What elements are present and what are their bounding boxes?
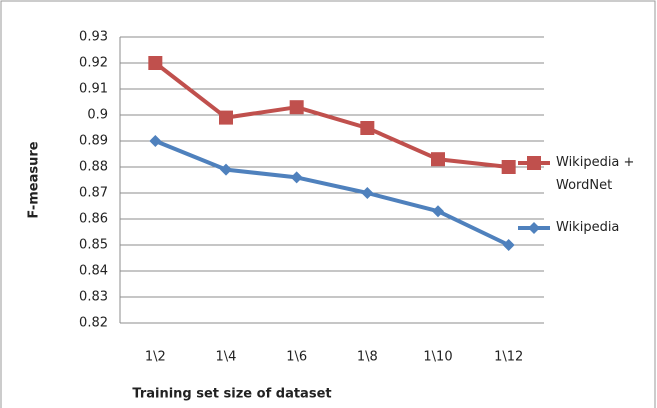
- marker: [502, 239, 515, 251]
- x-axis-label: Training set size of dataset: [132, 387, 331, 402]
- marker: [219, 110, 233, 125]
- marker: [431, 152, 445, 167]
- y-tick-label: 0.86: [79, 212, 108, 227]
- x-tick-label: 1\6: [286, 350, 307, 365]
- marker: [220, 163, 232, 176]
- y-tick-label: 0.84: [79, 264, 108, 279]
- y-tick-label: 0.88: [79, 160, 108, 175]
- x-tick-label: 1\10: [423, 350, 452, 365]
- legend-label: Wikipedia + WordNet: [556, 155, 635, 193]
- marker: [290, 171, 303, 184]
- y-tick-label: 0.85: [79, 238, 108, 253]
- y-tick-label: 0.89: [79, 134, 108, 149]
- legend-marker: [527, 156, 541, 170]
- legend-marker: [528, 222, 540, 234]
- x-tick-label: 1\2: [145, 350, 166, 365]
- x-tick-label: 1\4: [216, 350, 237, 365]
- marker: [432, 205, 444, 218]
- marker: [148, 56, 163, 70]
- y-axis-label: F-measure: [27, 141, 42, 218]
- line-series: [154, 139, 510, 247]
- x-tick-label: 1\8: [357, 350, 378, 365]
- marker: [360, 121, 375, 135]
- line-series: [154, 61, 509, 169]
- marker: [501, 160, 516, 174]
- legend-label: Wikipedia: [556, 220, 620, 235]
- marker: [361, 187, 374, 199]
- y-tick-label: 0.92: [79, 56, 108, 71]
- y-tick-label: 0.93: [79, 30, 108, 45]
- marker: [289, 100, 304, 115]
- x-tick-label: 1\12: [494, 350, 523, 365]
- y-tick-label: 0.83: [79, 290, 108, 305]
- y-tick-label: 0.82: [79, 316, 108, 331]
- marker: [149, 135, 162, 147]
- y-tick-label: 0.87: [79, 186, 108, 201]
- y-tick-label: 0.9: [87, 108, 108, 123]
- y-tick-label: 0.91: [79, 82, 108, 97]
